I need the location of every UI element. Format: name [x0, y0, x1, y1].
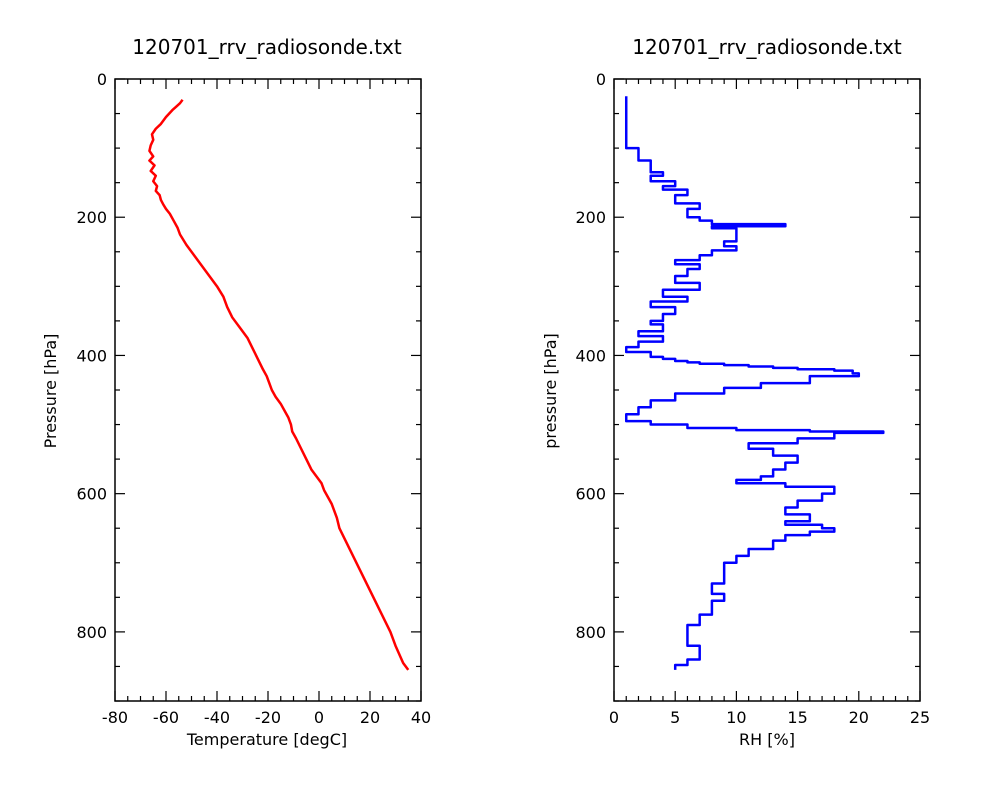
y-axis-label-pressure-rh: pressure [hPa]: [541, 333, 560, 449]
rh-profile-line: [624, 96, 885, 670]
y-tick-label: 400: [76, 346, 107, 365]
x-tick-label: 0: [314, 708, 324, 727]
rh-chart-frame: [613, 78, 921, 702]
y-tick-label: 0: [596, 70, 606, 89]
x-tick-label: 15: [787, 708, 807, 727]
x-axis-label-temperature: Temperature [degC]: [186, 730, 347, 749]
y-tick-label: 400: [575, 346, 606, 365]
y-tick-label: 600: [76, 485, 107, 504]
y-tick-label: 0: [97, 70, 107, 89]
x-tick-label: 40: [411, 708, 431, 727]
y-tick-label: 200: [575, 208, 606, 227]
x-tick-label: -20: [255, 708, 281, 727]
rh-chart-ticks: 0 5 10 15 20 25 0 200 400 600 800: [575, 70, 930, 727]
temperature-chart: 120701_rrv_radiosonde.txt -80 -60 -40 -20 0 2…: [41, 35, 431, 749]
x-tick-label: 10: [726, 708, 746, 727]
x-tick-label: 20: [849, 708, 869, 727]
x-tick-label: -60: [153, 708, 179, 727]
x-tick-label: -40: [204, 708, 230, 727]
chart-title-rh: 120701_rrv_radiosonde.txt: [632, 35, 902, 59]
x-tick-label: 5: [670, 708, 680, 727]
y-tick-label: 800: [76, 623, 107, 642]
x-tick-label: 25: [910, 708, 930, 727]
x-tick-label: 20: [360, 708, 380, 727]
y-tick-label: 600: [575, 485, 606, 504]
x-axis-label-rh: RH [%]: [739, 730, 795, 749]
temperature-chart-frame: [114, 78, 422, 702]
y-tick-label: 800: [575, 623, 606, 642]
y-tick-label: 200: [76, 208, 107, 227]
y-axis-label-pressure: Pressure [hPa]: [41, 334, 60, 449]
rh-chart: 120701_rrv_radiosonde.txt 0 5 10 15 20 25 0 200…: [541, 35, 930, 749]
temperature-profile-line: [148, 98, 410, 671]
chart-title-temperature: 120701_rrv_radiosonde.txt: [132, 35, 402, 59]
x-tick-label: 0: [609, 708, 619, 727]
x-tick-label: -80: [102, 708, 128, 727]
